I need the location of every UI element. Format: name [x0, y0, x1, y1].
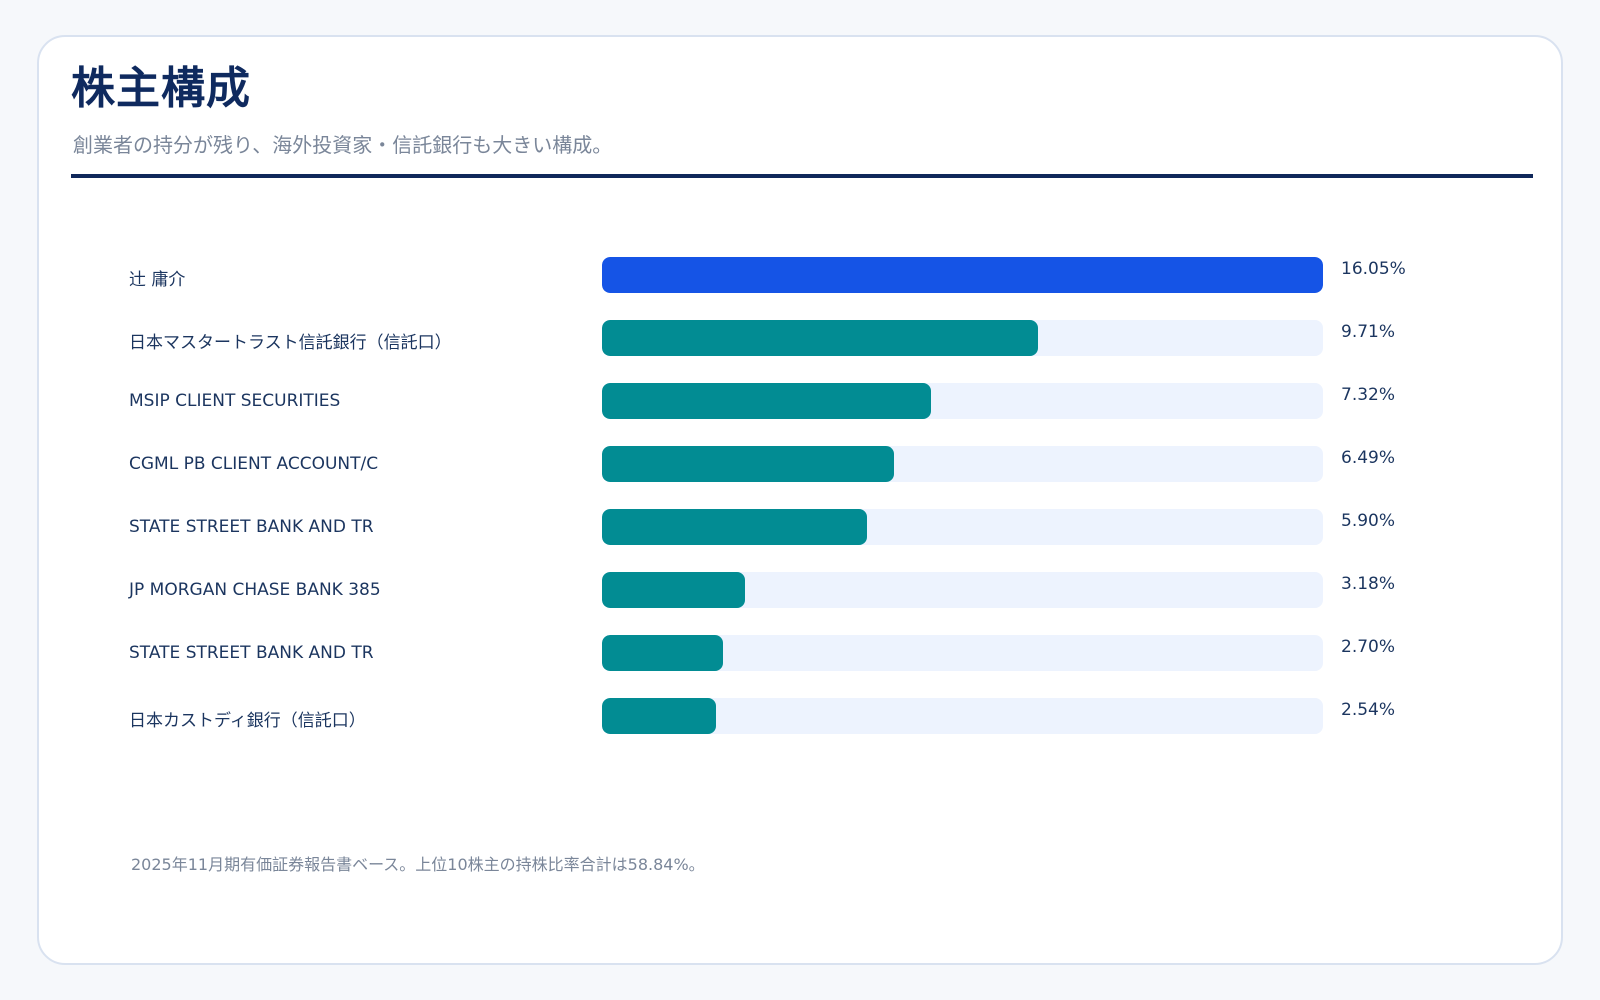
bar-track	[602, 320, 1323, 356]
shareholder-card: 株主構成 創業者の持分が残り、海外投資家・信託銀行も大きい構成。 辻 庸介 16.…	[37, 35, 1563, 965]
bar-row: 日本カストディ銀行（信託口） 2.54%	[129, 698, 1469, 734]
title-divider	[71, 174, 1533, 178]
bar-row: CGML PB CLIENT ACCOUNT/C 6.49%	[129, 446, 1469, 482]
bar-row: 辻 庸介 16.05%	[129, 257, 1469, 293]
bar	[602, 572, 745, 608]
bar	[602, 383, 931, 419]
bar	[602, 320, 1039, 356]
bar	[602, 698, 717, 734]
bar-value-label: 2.70%	[1341, 637, 1396, 657]
bar-row: JP MORGAN CHASE BANK 385 3.18%	[129, 572, 1469, 608]
bar-track	[602, 383, 1323, 419]
bar-track	[602, 698, 1323, 734]
bar	[602, 257, 1323, 293]
bar-track	[602, 572, 1323, 608]
bar-label: JP MORGAN CHASE BANK 385	[129, 580, 381, 600]
bar-label: MSIP CLIENT SECURITIES	[129, 391, 341, 411]
bar-track	[602, 509, 1323, 545]
bar-label: 日本マスタートラスト信託銀行（信託口）	[129, 333, 452, 353]
bar-row: MSIP CLIENT SECURITIES 7.32%	[129, 383, 1469, 419]
bar-label: STATE STREET BANK AND TR	[129, 517, 374, 537]
bar-label: STATE STREET BANK AND TR	[129, 643, 374, 663]
bar-track	[602, 635, 1323, 671]
bar-label: 日本カストディ銀行（信託口）	[129, 711, 366, 731]
bar	[602, 509, 868, 545]
bar-track	[602, 446, 1323, 482]
bar-value-label: 3.18%	[1341, 574, 1396, 594]
bar	[602, 635, 724, 671]
footnote: 2025年11月期有価証券報告書ベース。上位10株主の持株比率合計は58.84%…	[131, 855, 705, 874]
shareholder-bar-chart: 辻 庸介 16.05% 日本マスタートラスト信託銀行（信託口） 9.71% MSIP C…	[129, 257, 1469, 777]
bar-value-label: 9.71%	[1341, 322, 1396, 342]
bar-row: 日本マスタートラスト信託銀行（信託口） 9.71%	[129, 320, 1469, 356]
page-title: 株主構成	[71, 63, 251, 114]
bar-value-label: 7.32%	[1341, 385, 1396, 405]
bar-value-label: 6.49%	[1341, 448, 1396, 468]
bar-value-label: 2.54%	[1341, 700, 1396, 720]
bar-track	[602, 257, 1323, 293]
bar-row: STATE STREET BANK AND TR 5.90%	[129, 509, 1469, 545]
bar-label: 辻 庸介	[129, 270, 186, 290]
bar-label: CGML PB CLIENT ACCOUNT/C	[129, 454, 379, 474]
bar-row: STATE STREET BANK AND TR 2.70%	[129, 635, 1469, 671]
page-subtitle: 創業者の持分が残り、海外投資家・信託銀行も大きい構成。	[73, 133, 613, 157]
bar-value-label: 16.05%	[1341, 259, 1406, 279]
bar-value-label: 5.90%	[1341, 511, 1396, 531]
bar	[602, 446, 894, 482]
